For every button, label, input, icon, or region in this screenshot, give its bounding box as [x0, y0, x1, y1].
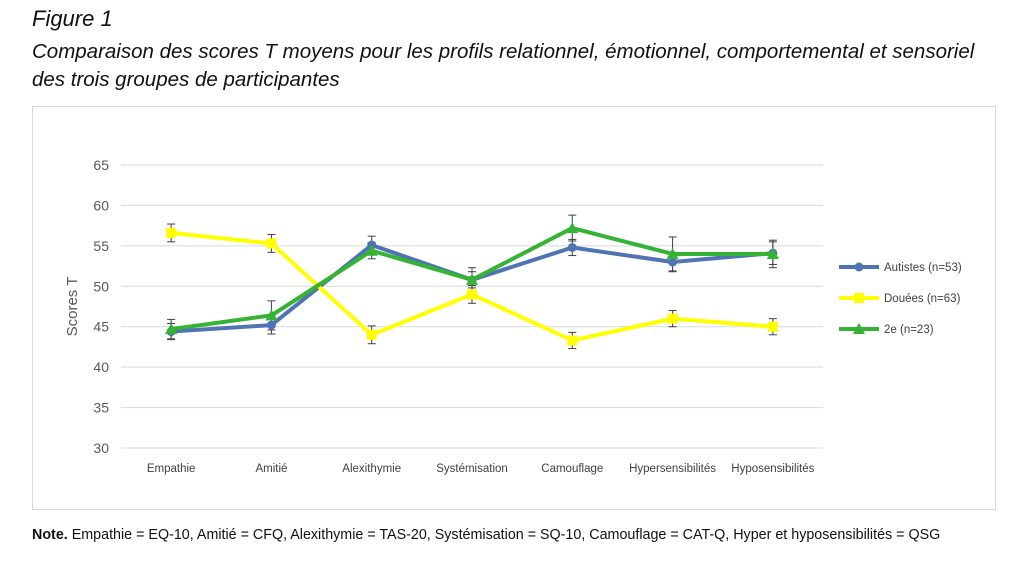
legend-marker [854, 293, 864, 303]
x-tick-label: Empathie [147, 463, 196, 475]
data-point-s1 [266, 238, 277, 249]
line-chart: 30 35 40 45 50 55 60 65 Scores T Empathie Amitié Al… [64, 157, 962, 475]
y-tick-label: 30 [93, 440, 109, 456]
data-point-s2 [666, 247, 679, 259]
x-tick-label: Alexithymie [342, 463, 401, 475]
data-point-s2 [265, 309, 278, 321]
x-tick-label: Systémisation [436, 463, 508, 475]
data-point-s2 [466, 273, 478, 285]
y-tick-label: 55 [93, 238, 109, 254]
data-point-s0 [668, 257, 678, 267]
x-tick-label: Camouflage [541, 463, 603, 475]
data-point-s1 [767, 321, 778, 332]
note-prefix: Note. [32, 527, 68, 543]
data-point-s1 [366, 329, 377, 340]
y-axis-label: Scores T [64, 277, 81, 337]
figure-title: Comparaison des scores T moyens pour les… [32, 40, 975, 91]
data-point-s1 [166, 227, 177, 238]
legend-marker [854, 262, 864, 272]
y-tick-label: 40 [93, 359, 109, 375]
legend-label: Autistes (n=53) [884, 262, 962, 274]
data-point-s1 [667, 313, 678, 324]
figure-note: Note. Empathie = EQ-10, Amitié = CFQ, Al… [32, 527, 940, 543]
data-point-s2 [365, 244, 378, 256]
y-tick-label: 50 [93, 278, 109, 294]
y-tick-label: 60 [93, 197, 109, 213]
x-tick-label: Hypersensibilités [629, 463, 716, 475]
legend-label: 2e (n=23) [884, 324, 934, 336]
data-point-s2 [165, 323, 178, 335]
note-text: Empathie = EQ-10, Amitié = CFQ, Alexithy… [71, 527, 941, 543]
data-point-s0 [567, 242, 577, 252]
y-tick-label: 65 [93, 157, 109, 173]
y-tick-label: 45 [93, 319, 109, 335]
x-tick-label: Amitié [255, 463, 287, 475]
data-point-s2 [566, 222, 579, 234]
y-tick-label: 35 [93, 400, 109, 416]
data-point-s0 [266, 320, 276, 330]
x-tick-label: Hyposensibilités [731, 463, 814, 475]
legend-label: Douées (n=63) [884, 293, 961, 305]
legend-marker [853, 323, 865, 334]
data-point-s2 [766, 247, 779, 259]
data-point-s1 [467, 289, 477, 300]
chart-frame: 30 35 40 45 50 55 60 65 Scores T Empathie Amitié Al… [32, 106, 996, 510]
data-point-s1 [567, 335, 578, 346]
figure-label: Figure 1 [32, 6, 113, 31]
